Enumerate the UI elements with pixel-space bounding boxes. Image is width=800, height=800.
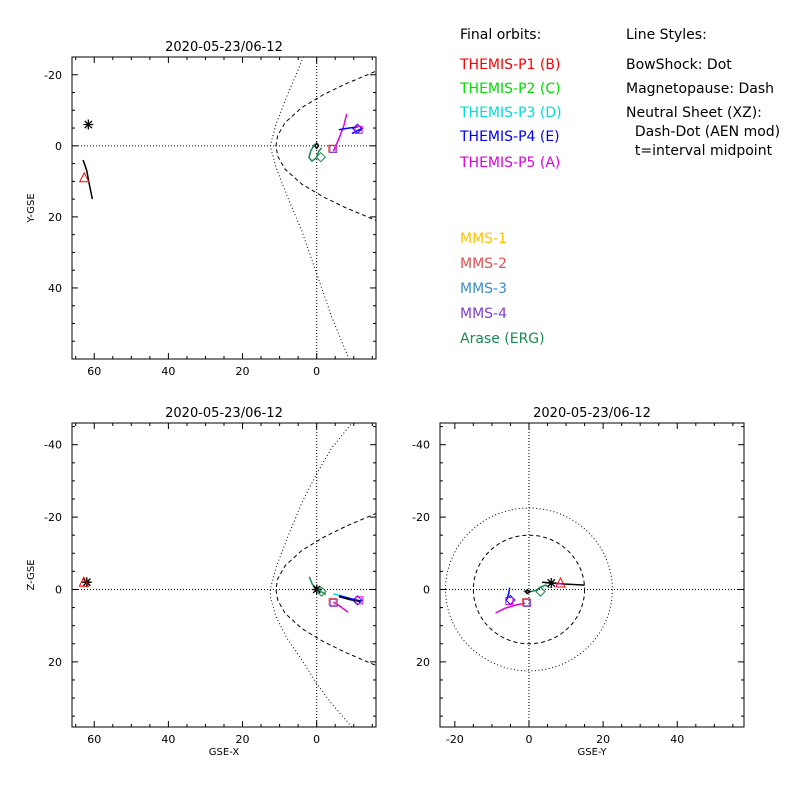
x-tick-label: 0 [313, 365, 320, 378]
y-tick-label: 20 [416, 656, 430, 669]
x-tick-label: 20 [596, 733, 610, 746]
bowshock-line [269, 423, 353, 727]
panel-xz: 60 40 20 0 -40 -20 0 20 2020-05-23/06-12 GSE-X Z-G… [26, 406, 377, 758]
y-tick-label: -20 [412, 511, 430, 524]
x-tick-label: 60 [87, 733, 101, 746]
x-tick-label: 40 [161, 733, 175, 746]
marker-diamond [315, 151, 326, 163]
y-axis-label: Z-GSE [26, 559, 37, 590]
orbit-track [495, 602, 526, 614]
marker-asterisk [83, 119, 94, 130]
y-tick-label: 40 [48, 282, 62, 295]
y-tick-label: -40 [412, 439, 430, 452]
orbit-track [338, 595, 362, 603]
marker-diamond [352, 595, 363, 606]
y-tick-label: 20 [48, 211, 62, 224]
marker-triangle [78, 576, 90, 587]
x-tick-label: 0 [525, 733, 532, 746]
orbit-track [308, 143, 323, 163]
panel-xy: 60 40 20 0 -20 0 20 40 2020-05-23/06-12 Y-GSE [26, 40, 377, 378]
y-tick-label: 20 [48, 656, 62, 669]
plot-frame [439, 422, 745, 728]
panel-plot-area [72, 423, 376, 727]
marker-diamond [535, 586, 546, 597]
x-tick-label: 20 [236, 733, 250, 746]
marker-diamond [316, 586, 327, 597]
panel-title: 2020-05-23/06-12 [165, 406, 283, 421]
bowshock-circle [445, 507, 613, 672]
panel-plot-area [440, 423, 744, 727]
marker-square [522, 598, 531, 607]
marker-square [505, 597, 514, 606]
bowshock-line [269, 57, 350, 359]
x-axis-label: GSE-Y [578, 747, 608, 758]
marker-asterisk [311, 584, 322, 595]
panel-title: 2020-05-23/06-12 [165, 40, 283, 55]
y-tick-label: -20 [44, 511, 62, 524]
magnetopause-circle [472, 534, 586, 645]
panel-title: 2020-05-23/06-12 [533, 406, 651, 421]
orbit-track [338, 594, 362, 602]
panel-yz: -20 0 20 40 -40 -20 0 20 2020-05-23/06-12 GSE-Y [412, 406, 745, 758]
marker-square [329, 598, 338, 607]
y-tick-label: -20 [44, 69, 62, 82]
x-axis-label: GSE-X [209, 747, 240, 758]
orbit-track [332, 601, 349, 613]
magnetopause-line [275, 70, 376, 221]
marker-square [523, 598, 532, 607]
marker-square [354, 125, 363, 134]
y-tick-label: 0 [55, 140, 62, 153]
marker-square [328, 597, 337, 606]
orbit-track [524, 588, 532, 595]
y-axis-label: Y-GSE [26, 193, 37, 223]
x-tick-label: 0 [313, 733, 320, 746]
x-tick-label: 60 [87, 365, 101, 378]
x-tick-label: 20 [236, 365, 250, 378]
marker-square [329, 145, 338, 154]
x-tick-label: -20 [446, 733, 464, 746]
x-tick-label: 40 [161, 365, 175, 378]
x-tick-label: 40 [670, 733, 684, 746]
orbit-track [314, 142, 320, 150]
marker-triangle [78, 171, 90, 183]
marker-square [355, 596, 364, 605]
y-tick-label: 0 [423, 583, 430, 596]
y-tick-label: -40 [44, 439, 62, 452]
y-tick-label: 0 [55, 583, 62, 596]
plot-frame [71, 422, 377, 728]
panel-plot-area [72, 57, 376, 359]
orbit-track [82, 159, 94, 200]
marker-triangle [555, 576, 566, 588]
marker-asterisk [546, 577, 557, 588]
